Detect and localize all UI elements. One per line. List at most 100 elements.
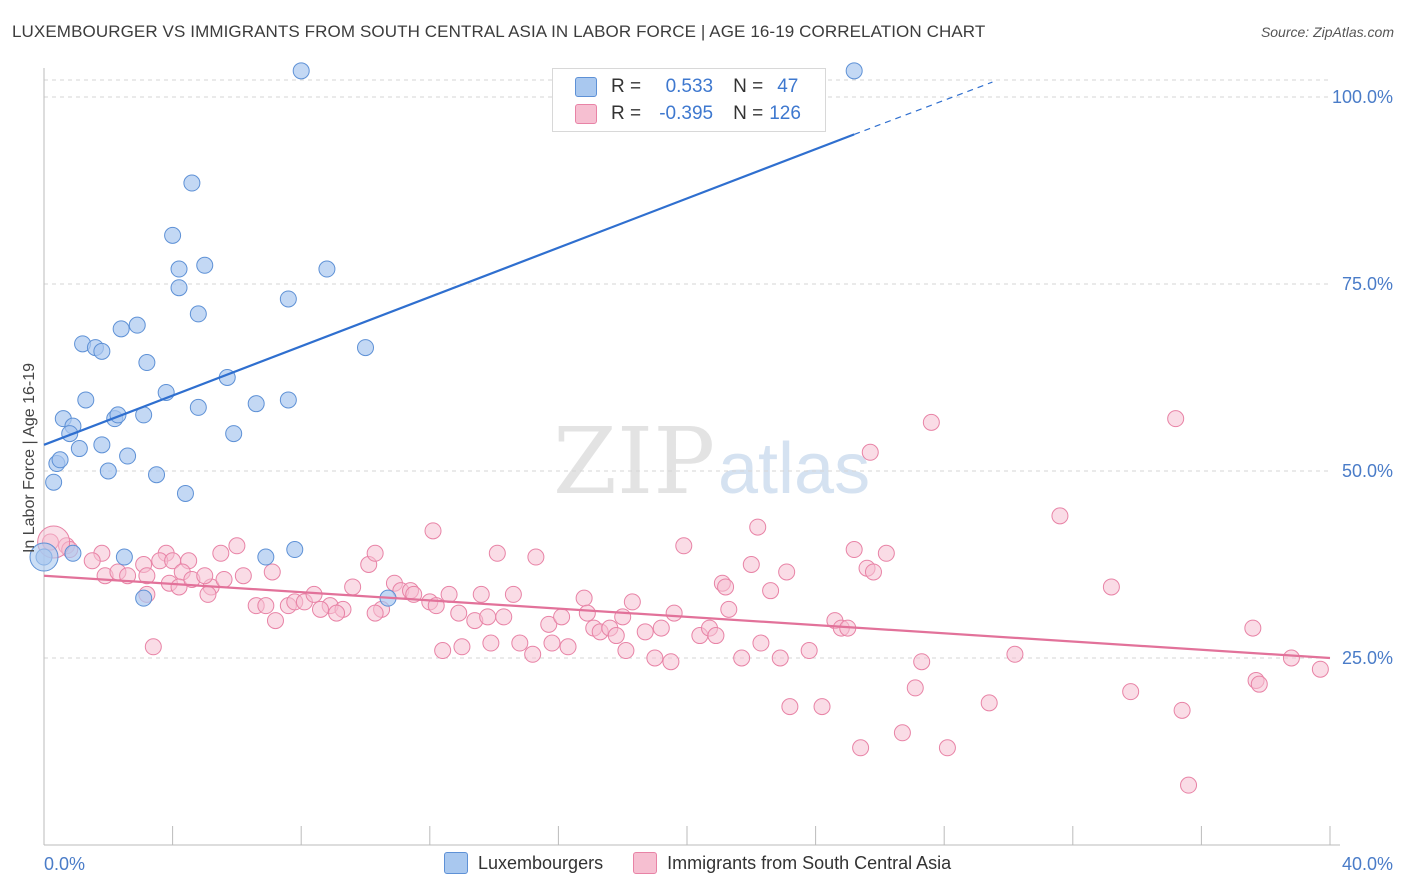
x-tick-label: 40.0%	[1342, 854, 1393, 874]
pink-point	[717, 578, 735, 596]
blue-point	[279, 391, 297, 409]
pink-point	[482, 634, 500, 652]
pink-point	[813, 698, 831, 716]
x-tick-label: 0.0%	[44, 854, 85, 874]
pink-point	[263, 563, 281, 581]
pink-trend-line	[43, 574, 1331, 660]
pink-point	[479, 608, 497, 626]
pink-point	[762, 582, 780, 600]
blue-trend-extension	[853, 81, 993, 135]
pink-point	[607, 627, 625, 645]
pink-point	[472, 585, 490, 603]
legend-n-value: 47	[777, 76, 799, 97]
blue-point	[196, 256, 214, 274]
pink-point	[543, 634, 561, 652]
pink-point	[196, 567, 214, 585]
blue-point	[45, 473, 63, 491]
correlation-legend: R = 0.533 N = 47 R = -0.395 N = 126	[552, 68, 826, 132]
legend-r-label: R =	[611, 103, 642, 124]
pink-point	[845, 541, 863, 559]
pink-point	[781, 698, 799, 716]
tick-labels: 25.0% 50.0% 75.0% 100.0% 0.0% 40.0%	[44, 87, 1393, 874]
pink-point	[170, 578, 188, 596]
pink-point	[752, 634, 770, 652]
blue-point	[119, 447, 137, 465]
pink-point	[575, 589, 593, 607]
pink-point	[980, 694, 998, 712]
blue-point	[115, 548, 133, 566]
pink-point	[800, 642, 818, 660]
pink-point	[1173, 701, 1191, 719]
pink-point	[1180, 776, 1198, 794]
legend-swatch-blue	[575, 77, 597, 97]
pink-point	[675, 537, 693, 555]
pink-point	[495, 608, 513, 626]
pink-point	[144, 638, 162, 656]
pink-point	[665, 604, 683, 622]
blue-point	[357, 339, 374, 357]
pink-point	[1122, 683, 1140, 701]
pink-point	[366, 604, 384, 622]
pink-point	[83, 552, 101, 570]
pink-point	[720, 600, 738, 618]
blue-point	[148, 466, 166, 484]
blue-point	[318, 260, 336, 278]
pink-point	[424, 522, 442, 540]
pink-point	[662, 653, 680, 671]
blue-point	[189, 398, 207, 416]
trend-lines	[43, 81, 1331, 660]
pink-point	[864, 563, 882, 581]
legend-swatch-luxembourgers	[444, 852, 468, 874]
pink-point	[257, 597, 275, 615]
legend-swatch-pink	[575, 104, 597, 124]
pink-point	[228, 537, 246, 555]
axes	[43, 68, 1340, 846]
pink-point	[742, 556, 760, 573]
watermark: ZIP atlas	[553, 408, 870, 515]
blue-point	[257, 548, 275, 566]
y-tick-label: 50.0%	[1342, 461, 1393, 481]
pink-point	[138, 567, 156, 585]
pink-point	[877, 544, 895, 562]
pink-point	[893, 724, 911, 742]
pink-point	[652, 619, 670, 637]
pink-point	[453, 638, 471, 656]
pink-point	[234, 567, 252, 585]
blue-point	[64, 544, 82, 562]
pink-point	[488, 544, 506, 562]
y-tick-label: 25.0%	[1342, 648, 1393, 668]
watermark-atlas: atlas	[718, 429, 870, 509]
pink-point	[344, 578, 362, 596]
legend-r-value: 0.533	[665, 76, 714, 97]
blue-point	[189, 305, 207, 323]
pink-point	[1250, 675, 1268, 693]
series-legend: Luxembourgers Immigrants from South Cent…	[444, 852, 951, 874]
blue-point	[170, 279, 188, 297]
pink-point	[212, 544, 230, 562]
pink-point	[434, 642, 452, 660]
blue-point	[183, 174, 201, 192]
legend-label-luxembourgers: Luxembourgers	[478, 852, 604, 873]
pink-point	[938, 739, 956, 757]
legend-n-value: 126	[769, 103, 801, 124]
blue-point	[176, 484, 194, 502]
pink-point	[527, 548, 545, 566]
pink-point	[1244, 619, 1262, 637]
blue-point	[93, 342, 111, 360]
chart-title: LUXEMBOURGER VS IMMIGRANTS FROM SOUTH CE…	[12, 22, 986, 41]
pink-point	[578, 604, 596, 622]
blue-point	[128, 316, 146, 334]
pink-point	[524, 645, 542, 663]
pink-point	[861, 443, 879, 461]
watermark-zip: ZIP	[553, 408, 715, 515]
blue-point	[138, 354, 156, 372]
pink-point	[328, 604, 346, 622]
blue-point	[225, 425, 243, 443]
blue-point	[279, 290, 297, 308]
legend-row-immigrants: R = -0.395 N = 126	[575, 102, 801, 126]
pink-point	[922, 413, 940, 431]
pink-point	[1167, 410, 1185, 428]
pink-point	[623, 593, 641, 611]
blue-point	[51, 451, 69, 469]
